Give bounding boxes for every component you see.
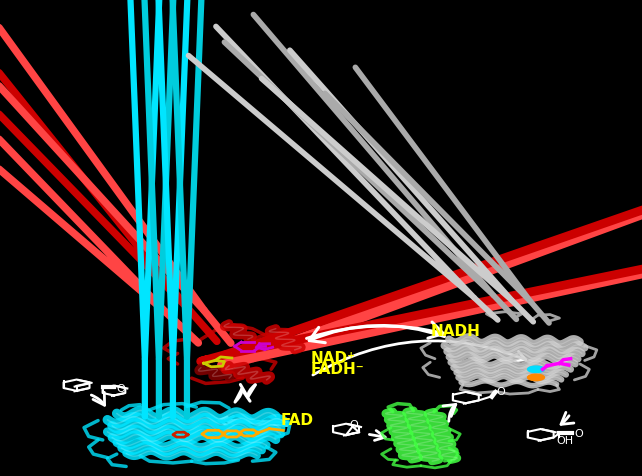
- Text: O: O: [349, 419, 358, 429]
- Text: O: O: [496, 386, 505, 396]
- FancyArrowPatch shape: [240, 385, 256, 397]
- Text: NADH: NADH: [430, 323, 480, 338]
- Circle shape: [528, 367, 544, 373]
- FancyArrowPatch shape: [307, 322, 444, 339]
- FancyArrowPatch shape: [443, 405, 456, 421]
- Text: NAD⁺: NAD⁺: [311, 350, 356, 366]
- FancyArrowPatch shape: [309, 326, 444, 343]
- FancyArrowPatch shape: [561, 413, 574, 425]
- FancyArrowPatch shape: [235, 389, 250, 402]
- Text: O: O: [117, 383, 125, 393]
- Circle shape: [528, 375, 544, 381]
- Text: OH: OH: [557, 436, 573, 446]
- Text: FAD: FAD: [281, 412, 313, 427]
- Text: FADH⁻: FADH⁻: [311, 361, 364, 376]
- FancyArrowPatch shape: [91, 392, 105, 406]
- Text: O: O: [574, 428, 583, 438]
